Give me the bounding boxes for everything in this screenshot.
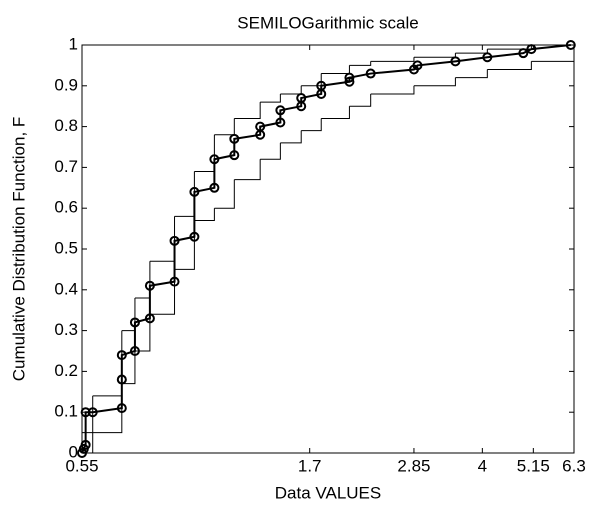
cdf-marker — [275, 117, 286, 128]
bound-step — [260, 142, 281, 160]
cdf-marker — [275, 105, 286, 116]
cdf-marker — [365, 68, 376, 79]
bound-step — [234, 102, 261, 119]
x-tick-label: 0.55 — [65, 456, 98, 475]
bound-step — [413, 77, 456, 87]
bound-step — [134, 314, 151, 352]
y-tick-label: 0.2 — [54, 361, 78, 380]
bound-step — [349, 61, 372, 66]
bound-step — [234, 159, 261, 181]
bound-step — [301, 118, 322, 132]
plot-frame — [81, 44, 575, 454]
bound-step — [455, 69, 488, 79]
bound-step — [455, 49, 488, 54]
bound-step — [321, 65, 350, 75]
cdf-marker — [209, 182, 220, 193]
bound-step — [149, 269, 176, 315]
y-axis-label: Cumulative Distribution Function, F — [9, 117, 28, 382]
bound-step — [174, 220, 195, 270]
bound-step — [370, 85, 415, 95]
x-tick-label: 5.15 — [517, 456, 550, 475]
bound-step — [214, 118, 235, 136]
cdf-marker — [229, 150, 240, 161]
chart-title: SEMILOGarithmic scale — [237, 13, 418, 32]
y-tick-label: 0.9 — [54, 75, 78, 94]
bound-step — [321, 106, 350, 119]
bound-step — [194, 208, 215, 221]
cdf-line — [81, 44, 571, 454]
bound-step — [121, 351, 136, 385]
y-tick-label: 0.6 — [54, 198, 78, 217]
cdf-marker — [80, 439, 91, 450]
cdf-marker — [344, 76, 355, 87]
bound-step — [280, 85, 302, 95]
x-tick-label: 4 — [478, 456, 487, 475]
y-tick-label: 0.3 — [54, 320, 78, 339]
y-tick-label: 0 — [69, 442, 78, 461]
bound-step — [149, 216, 176, 262]
y-tick-label: 0.1 — [54, 402, 78, 421]
bound-step — [260, 93, 281, 103]
cdf-marker — [255, 121, 266, 132]
bound-step — [82, 395, 94, 434]
bound-step — [349, 93, 372, 107]
bound-step — [413, 53, 456, 58]
y-tick-label: 0.7 — [54, 157, 78, 176]
y-tick-label: 0.4 — [54, 279, 78, 298]
bound-step — [487, 61, 532, 70]
bound-step — [92, 330, 123, 397]
x-tick-label: 1.7 — [298, 456, 322, 475]
x-tick-label: 2.85 — [397, 456, 430, 475]
bound-step — [134, 261, 151, 299]
bound-step — [121, 297, 136, 332]
bound-step — [174, 171, 195, 217]
bound-step — [531, 53, 575, 62]
bound-step — [370, 57, 415, 62]
y-tick-label: 1 — [69, 34, 78, 53]
y-tick-label: 0.8 — [54, 116, 78, 135]
x-axis-label: Data VALUES — [275, 483, 381, 502]
y-tick-label: 0.5 — [54, 238, 78, 257]
bound-step — [194, 134, 215, 172]
bound-step — [82, 432, 94, 454]
bound-step — [301, 73, 322, 87]
bound-step — [214, 179, 235, 209]
bound-step — [280, 130, 302, 144]
bound-step — [92, 383, 123, 434]
bound-step — [487, 45, 532, 50]
x-tick-label: 6.3 — [562, 456, 586, 475]
cdf-marker — [412, 60, 423, 71]
